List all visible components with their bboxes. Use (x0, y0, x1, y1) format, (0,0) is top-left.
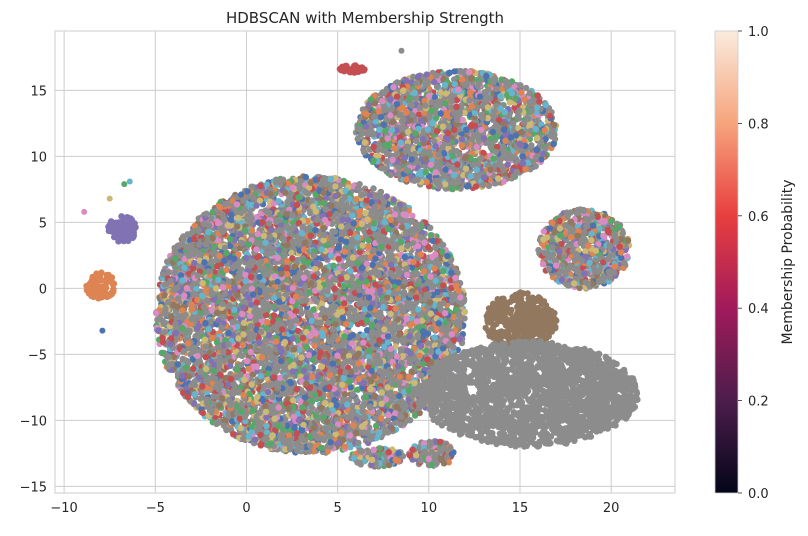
scatter-point (180, 236, 186, 242)
scatter-point (388, 346, 394, 352)
scatter-point (252, 436, 258, 442)
scatter-point (370, 185, 376, 191)
scatter-point (360, 408, 366, 414)
scatter-point (377, 368, 383, 374)
